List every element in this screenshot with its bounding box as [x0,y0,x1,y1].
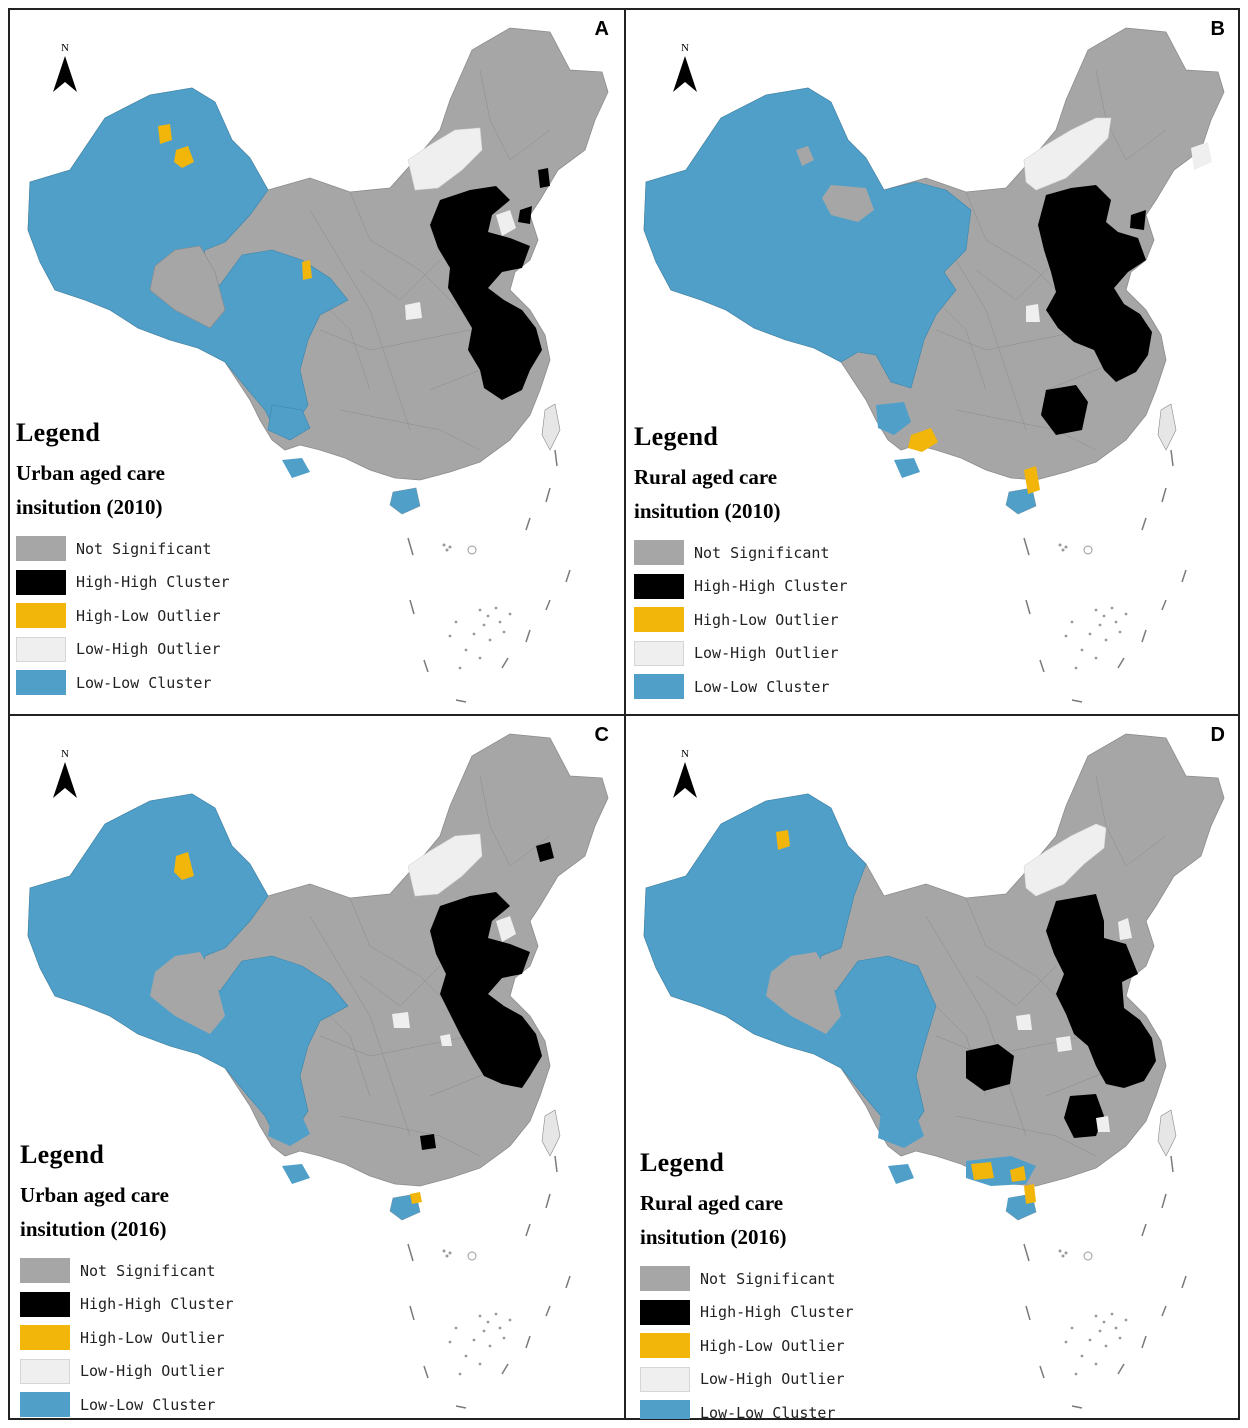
legend-item-high-high: High-High Cluster [16,566,346,600]
legend-item-high-low: High-Low Outlier [640,1329,970,1363]
swatch-low-low [16,670,66,696]
north-label-a: N [61,42,69,54]
swatch-high-high [16,569,66,595]
legend-subtitle-a: Urban aged care insitution (2010) [16,461,165,519]
legend-label: High-High Cluster [80,1295,234,1314]
legend-label: Low-High Outlier [80,1362,225,1381]
legend-label: Low-High Outlier [700,1370,845,1389]
legend-d: Legend Rural aged care insitution (2016)… [640,1148,970,1419]
swatch-low-low [634,674,684,700]
legend-item-high-high: High-High Cluster [640,1296,970,1330]
horizontal-divider [10,714,1238,716]
panel-a: A N Legend Urban aged care insitution (2… [10,10,623,713]
legend-item-low-low: Low-Low Cluster [20,1388,350,1419]
legend-item-low-high: Low-High Outlier [20,1355,350,1389]
legend-title-c: Legend [20,1140,105,1169]
swatch-high-high [634,573,684,599]
north-arrow-icon [673,762,697,798]
legend-label: Not Significant [700,1269,836,1288]
legend-item-low-low: Low-Low Cluster [16,666,346,700]
panel-label-c: C [594,724,609,746]
legend-item-low-low: Low-Low Cluster [640,1396,970,1419]
legend-label: Not Significant [80,1261,216,1280]
legend-label: Low-Low Cluster [694,677,830,696]
swatch-high-low [640,1333,690,1359]
legend-label: High-High Cluster [694,577,848,596]
panel-label-b: B [1210,18,1225,40]
panel-b: B N Legend Rural aged care insitution (2… [626,10,1239,713]
legend-label: High-High Cluster [76,573,230,592]
legend-item-high-low: High-Low Outlier [20,1321,350,1355]
legend-item-not-significant: Not Significant [634,536,964,570]
map-d [643,733,1225,1409]
north-arrow-d: N [670,748,700,804]
panel-label-a: A [594,18,609,40]
legend-label: Low-Low Cluster [80,1395,216,1414]
legend-subtitle-c: Urban aged care insitution (2016) [20,1183,169,1241]
legend-item-low-low: Low-Low Cluster [634,670,964,704]
legend-label: High-Low Outlier [700,1336,845,1355]
legend-title-a: Legend [16,418,101,447]
legend-label: Low-Low Cluster [76,673,212,692]
swatch-low-high [634,640,684,666]
map-c [27,733,609,1409]
swatch-high-high [20,1291,70,1317]
legend-b: Legend Rural aged care insitution (2010)… [634,422,964,704]
panel-label-d: D [1210,724,1225,746]
legend-title-b: Legend [634,422,719,451]
legend-label: High-Low Outlier [80,1328,225,1347]
north-arrow-a: N [50,42,80,98]
legend-item-high-low: High-Low Outlier [16,599,346,633]
legend-item-not-significant: Not Significant [640,1262,970,1296]
legend-label: High-Low Outlier [694,610,839,629]
legend-a: Legend Urban aged care insitution (2010)… [16,418,346,700]
legend-item-not-significant: Not Significant [16,532,346,566]
north-arrow-icon [53,56,77,92]
swatch-not-significant [634,540,684,566]
legend-c: Legend Urban aged care insitution (2016)… [20,1140,350,1419]
swatch-low-high [20,1358,70,1384]
north-label-c: N [61,748,69,760]
legend-item-high-high: High-High Cluster [634,570,964,604]
swatch-high-low [20,1325,70,1351]
legend-label: Low-High Outlier [694,644,839,663]
north-label-d: N [681,748,689,760]
north-arrow-c: N [50,748,80,804]
legend-subtitle-b: Rural aged care insitution (2010) [634,465,781,523]
swatch-not-significant [16,536,66,562]
legend-item-not-significant: Not Significant [20,1254,350,1288]
legend-item-low-high: Low-High Outlier [16,633,346,667]
legend-item-low-high: Low-High Outlier [640,1363,970,1397]
legend-subtitle-d: Rural aged care insitution (2016) [640,1191,787,1249]
swatch-low-high [16,636,66,662]
figure-frame: A N Legend Urban aged care insitution (2… [8,8,1240,1420]
legend-label: Not Significant [76,539,212,558]
legend-label: Low-High Outlier [76,640,221,659]
swatch-high-low [16,603,66,629]
map-a [27,27,609,703]
legend-item-high-high: High-High Cluster [20,1288,350,1322]
swatch-low-low [20,1392,70,1418]
swatch-low-high [640,1366,690,1392]
legend-label: Not Significant [694,543,830,562]
panel-d: D N Legend Rural aged care insitution (2… [626,716,1239,1419]
panel-c: C N Legend Urban aged care insitution (2… [10,716,623,1419]
legend-item-low-high: Low-High Outlier [634,637,964,671]
map-b [643,27,1225,703]
north-label-b: N [681,42,689,54]
swatch-not-significant [20,1258,70,1284]
north-arrow-b: N [670,42,700,98]
swatch-not-significant [640,1266,690,1292]
legend-label: Low-Low Cluster [700,1403,836,1419]
swatch-low-low [640,1400,690,1419]
north-arrow-icon [53,762,77,798]
swatch-high-low [634,607,684,633]
swatch-high-high [640,1299,690,1325]
north-arrow-icon [673,56,697,92]
legend-label: High-High Cluster [700,1303,854,1322]
legend-title-d: Legend [640,1148,725,1177]
legend-label: High-Low Outlier [76,606,221,625]
legend-item-high-low: High-Low Outlier [634,603,964,637]
